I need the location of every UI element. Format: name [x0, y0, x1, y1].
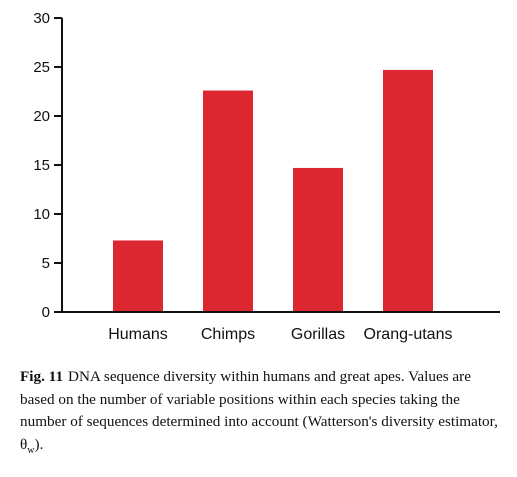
y-tick-label: 10	[33, 206, 50, 223]
y-tick-label: 5	[42, 255, 50, 272]
bar-orang-utans	[383, 69, 433, 312]
y-tick-label: 30	[33, 10, 50, 27]
caption-subscript: w	[27, 444, 35, 456]
y-tick-label: 20	[33, 108, 50, 125]
x-category-label: Humans	[108, 326, 168, 343]
figure-caption: Fig. 11 DNA sequence diversity within hum…	[20, 366, 500, 456]
y-tick-label: 15	[33, 157, 50, 174]
y-tick-label: 25	[33, 59, 50, 76]
y-tick-label: 0	[42, 304, 50, 321]
x-category-label: Gorillas	[291, 326, 345, 343]
caption-suffix: ).	[34, 435, 44, 453]
bars	[113, 69, 433, 313]
bar-chart: 0 5 10 15 20 25 30 Humans Chimps Gorillas Orang-u…	[33, 10, 500, 343]
x-category-label: Orang-utans	[364, 326, 453, 343]
y-axis-ticks: 0 5 10 15 20 25 30	[33, 10, 62, 321]
bar-chimps	[203, 90, 253, 313]
bar-humans	[113, 240, 163, 312]
caption-text: DNA sequence diversity within humans and…	[20, 368, 498, 453]
x-axis-category-labels: Humans Chimps Gorillas Orang-utans	[108, 326, 452, 343]
bar-gorillas	[293, 167, 343, 312]
x-category-label: Chimps	[201, 326, 255, 343]
figure-label: Fig. 11	[20, 368, 64, 385]
